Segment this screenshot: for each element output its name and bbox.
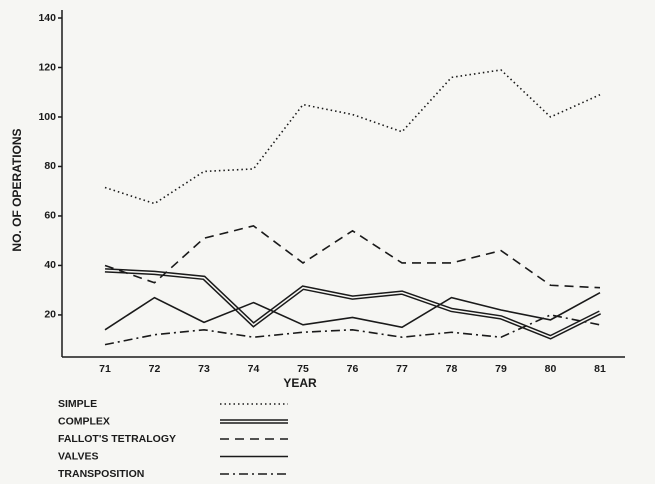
x-tick-label: 71 — [99, 363, 111, 375]
y-tick-label: 40 — [44, 259, 56, 271]
legend-label: TRANSPOSITION — [58, 468, 144, 480]
legend-label: VALVES — [58, 450, 98, 462]
y-axis-label: NO. OF OPERATIONS — [10, 128, 24, 251]
y-tick-label: 80 — [44, 160, 56, 172]
series-line — [104, 291, 601, 331]
x-tick-label: 79 — [495, 363, 507, 375]
y-tick-label: 120 — [38, 61, 56, 73]
x-tick-label: 74 — [248, 363, 260, 375]
series-line — [104, 314, 601, 346]
series-line — [104, 224, 601, 289]
series-line — [104, 69, 601, 205]
legend-label: SIMPLE — [58, 398, 97, 410]
y-tick-label: 60 — [44, 210, 56, 222]
legend-label: COMPLEX — [58, 415, 110, 427]
x-axis-label: YEAR — [283, 376, 317, 390]
x-tick-label: 77 — [396, 363, 408, 375]
series-line-core — [104, 269, 601, 339]
x-tick-label: 76 — [347, 363, 359, 375]
x-tick-label: 72 — [149, 363, 161, 375]
y-tick-label: 100 — [38, 111, 56, 123]
y-tick-label: 140 — [38, 12, 56, 24]
x-tick-label: 73 — [198, 363, 210, 375]
x-tick-label: 75 — [297, 363, 309, 375]
legend-label: FALLOT'S TETRALOGY — [58, 433, 176, 445]
y-tick-label: 20 — [44, 309, 56, 321]
x-tick-label: 80 — [545, 363, 557, 375]
x-tick-label: 78 — [446, 363, 458, 375]
x-tick-label: 81 — [594, 363, 606, 375]
